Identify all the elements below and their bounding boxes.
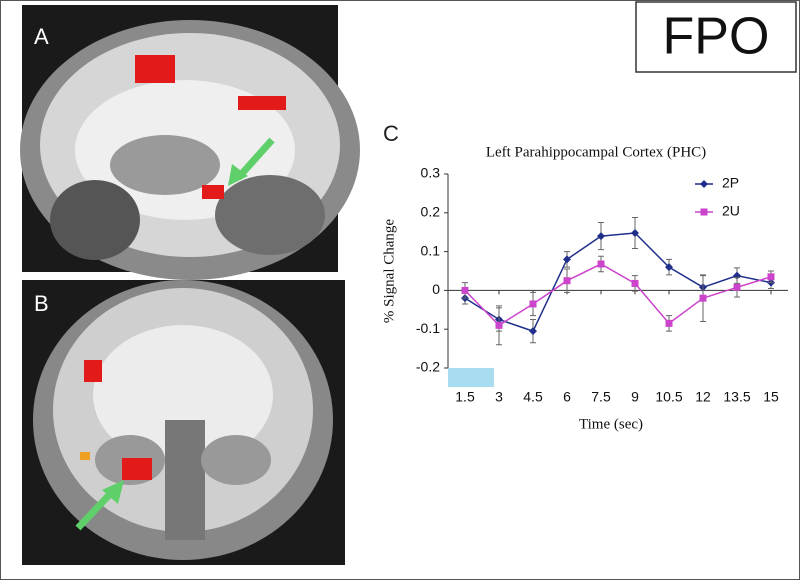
x-tick-label: 10.5 (655, 389, 682, 405)
panel-b-image (22, 280, 345, 565)
x-tick-label: 6 (563, 389, 571, 405)
panel-label: B (34, 291, 49, 316)
data-point (563, 277, 571, 285)
y-tick-label: -0.1 (416, 320, 440, 336)
y-tick-label: 0.1 (421, 242, 441, 258)
legend-marker (700, 180, 708, 188)
fpo-box (635, 1, 797, 73)
y-tick-label: 0 (432, 281, 440, 297)
data-point (597, 232, 605, 241)
x-tick-label: 9 (631, 389, 639, 405)
data-point (631, 228, 639, 237)
x-tick-label: 12 (695, 389, 711, 405)
x-tick-label: 13.5 (723, 389, 750, 405)
legend-label: 2U (722, 203, 740, 219)
data-point (495, 321, 503, 329)
data-point (665, 319, 673, 327)
data-point (529, 300, 537, 308)
y-tick-label: 0.3 (421, 165, 441, 181)
y-tick-label: -0.2 (416, 359, 440, 375)
x-tick-label: 15 (763, 389, 779, 405)
data-point (699, 294, 707, 302)
legend-marker (700, 208, 708, 216)
series-line (464, 232, 772, 333)
x-tick-label: 3 (495, 389, 503, 405)
panel-label: A (34, 24, 49, 49)
x-tick-label: 7.5 (591, 389, 611, 405)
series-line (464, 263, 772, 327)
legend-label: 2P (722, 175, 739, 191)
data-point (563, 255, 571, 264)
plot: 0.3 0.2 0.1 0 -0.1 -0.2 1.5 3 4.5 6 7.5 9 10.5 12 13.5… (416, 165, 788, 405)
data-point (529, 327, 537, 336)
data-point (733, 283, 741, 291)
chart-title: Left Parahippocampal Cortex (PHC) (486, 144, 706, 160)
x-axis-label: Time (sec) (579, 416, 643, 432)
fpo-label: FPO (663, 8, 770, 66)
data-point (665, 263, 673, 272)
data-point (461, 286, 469, 294)
data-point (631, 279, 639, 287)
panel-label: C (383, 121, 399, 146)
panel-a-image (20, 5, 360, 280)
y-axis-label: % Signal Change (381, 219, 397, 323)
x-tick-label: 1.5 (455, 389, 475, 405)
y-tick-label: 0.2 (421, 204, 441, 220)
data-point (597, 260, 605, 268)
x-tick-label: 4.5 (523, 389, 543, 405)
data-point (767, 273, 775, 281)
stimulus-block (448, 368, 494, 387)
